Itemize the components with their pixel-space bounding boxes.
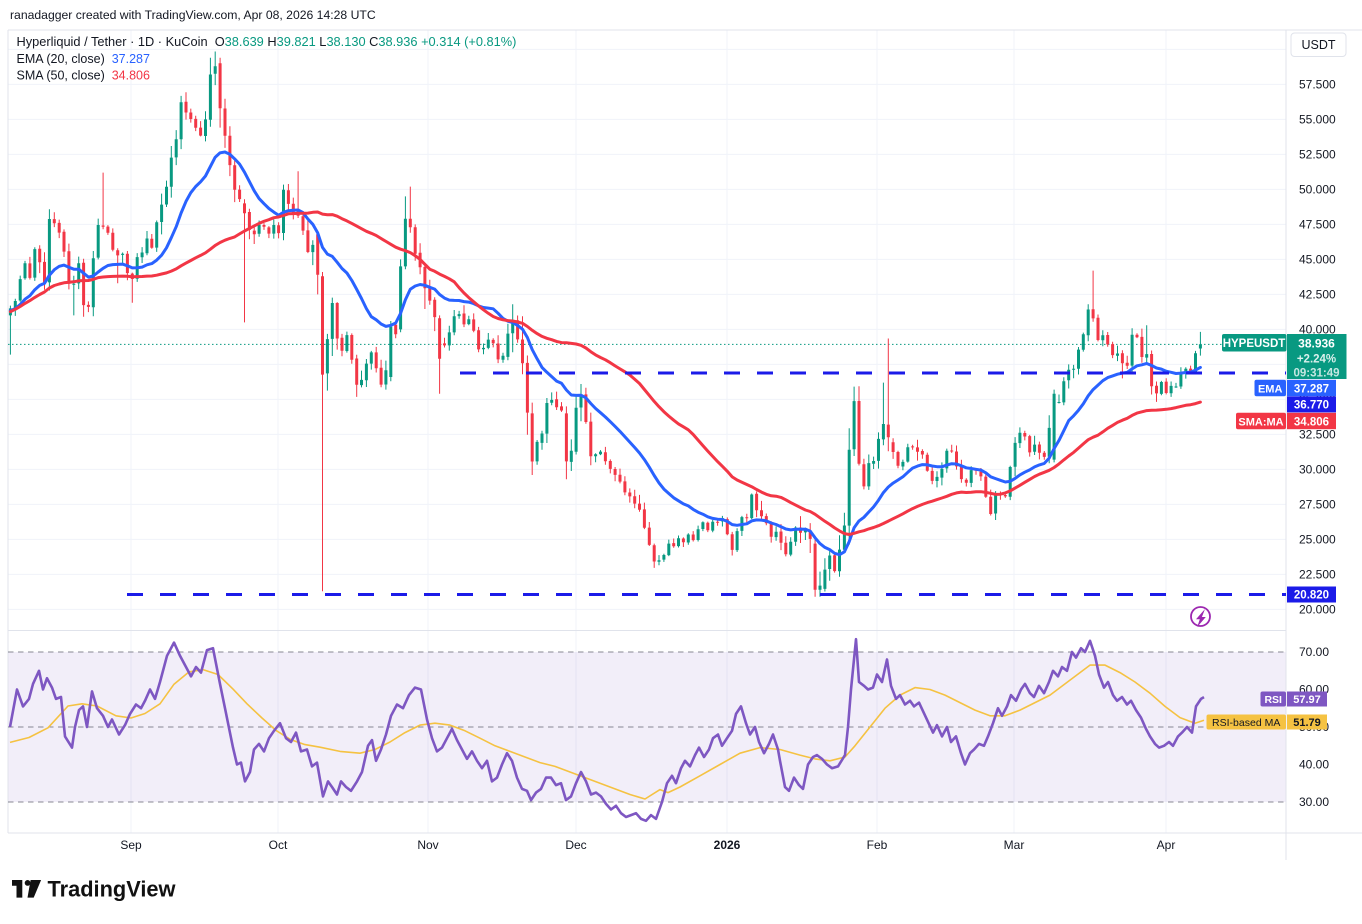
svg-text:Hyperliquid / Tether · 1D · Ku: Hyperliquid / Tether · 1D · KuCoin O38.6… bbox=[17, 34, 517, 49]
svg-text:+2.24%: +2.24% bbox=[1297, 354, 1336, 366]
svg-text:USDT: USDT bbox=[1301, 38, 1335, 52]
svg-text:Dec: Dec bbox=[565, 838, 586, 852]
svg-text:RSI: RSI bbox=[1264, 694, 1282, 706]
svg-text:30.000: 30.000 bbox=[1299, 462, 1336, 476]
svg-text:RSI-based MA: RSI-based MA bbox=[1212, 717, 1280, 729]
svg-text:70.00: 70.00 bbox=[1299, 645, 1329, 659]
svg-text:SMA (50, close) 34.806: SMA (50, close) 34.806 bbox=[17, 69, 150, 83]
svg-text:27.500: 27.500 bbox=[1299, 497, 1336, 511]
svg-text:22.500: 22.500 bbox=[1299, 567, 1336, 581]
svg-text:20.000: 20.000 bbox=[1299, 602, 1336, 616]
svg-text:Mar: Mar bbox=[1004, 838, 1025, 852]
svg-text:EMA: EMA bbox=[1258, 383, 1283, 395]
svg-text:Nov: Nov bbox=[417, 838, 438, 852]
svg-text:57.500: 57.500 bbox=[1299, 77, 1336, 91]
svg-text:38.936: 38.936 bbox=[1298, 337, 1335, 351]
svg-text:36.770: 36.770 bbox=[1294, 400, 1329, 412]
svg-text:51.79: 51.79 bbox=[1293, 717, 1321, 729]
svg-text:37.287: 37.287 bbox=[1294, 383, 1329, 395]
svg-text:45.000: 45.000 bbox=[1299, 252, 1336, 266]
svg-text:EMA (20, close) 37.287: EMA (20, close) 37.287 bbox=[17, 52, 150, 66]
svg-text:52.500: 52.500 bbox=[1299, 147, 1336, 161]
svg-text:47.500: 47.500 bbox=[1299, 217, 1336, 231]
svg-text:Apr: Apr bbox=[1157, 838, 1176, 852]
svg-text:2026: 2026 bbox=[714, 838, 741, 852]
svg-text:32.500: 32.500 bbox=[1299, 427, 1336, 441]
svg-text:42.500: 42.500 bbox=[1299, 287, 1336, 301]
svg-text:20.820: 20.820 bbox=[1294, 590, 1329, 602]
svg-text:Oct: Oct bbox=[269, 838, 288, 852]
svg-text:34.806: 34.806 bbox=[1294, 416, 1329, 428]
svg-text:09:31:49: 09:31:49 bbox=[1293, 368, 1339, 380]
svg-text:55.000: 55.000 bbox=[1299, 112, 1336, 126]
svg-text:40.000: 40.000 bbox=[1299, 322, 1336, 336]
svg-text:HYPEUSDT: HYPEUSDT bbox=[1223, 338, 1286, 350]
svg-text:50.000: 50.000 bbox=[1299, 182, 1336, 196]
svg-text:25.000: 25.000 bbox=[1299, 532, 1336, 546]
svg-text:SMA:MA: SMA:MA bbox=[1238, 416, 1283, 428]
svg-text:40.00: 40.00 bbox=[1299, 758, 1329, 772]
svg-text:30.00: 30.00 bbox=[1299, 795, 1329, 809]
svg-text:Sep: Sep bbox=[120, 838, 142, 852]
svg-text:Feb: Feb bbox=[867, 838, 888, 852]
svg-text:57.97: 57.97 bbox=[1293, 694, 1321, 706]
svg-text:ranadagger created with Tradin: ranadagger created with TradingView.com,… bbox=[10, 8, 376, 22]
svg-text:TradingView: TradingView bbox=[48, 877, 176, 902]
